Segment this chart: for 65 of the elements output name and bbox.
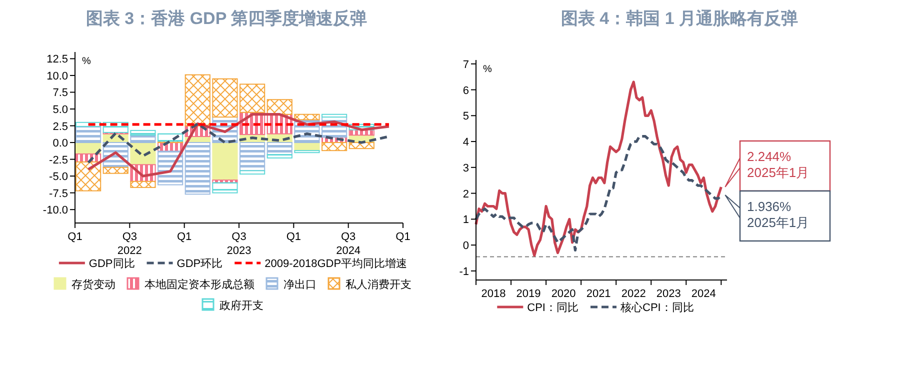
y-tick-label: 4: [462, 136, 469, 149]
y-tick-label: 0.0: [52, 138, 68, 150]
y-tick-label: 0: [462, 240, 469, 252]
legend-label: GDP同比: [88, 257, 135, 270]
line-series: [474, 135, 722, 252]
x-tick-label: Q1: [286, 231, 302, 243]
bar: [212, 182, 238, 194]
x-tick-label: 2020: [551, 288, 576, 300]
x-tick-label: Q3 2023: [226, 231, 252, 257]
legend-label: 核心CPI：同比: [620, 301, 694, 314]
bar: [76, 161, 102, 192]
x-tick-label: Q3 2024: [336, 231, 361, 257]
legend-label: 2009-2018GDP平均同比增速: [264, 257, 408, 270]
y-tick-label: 2.5: [52, 120, 68, 133]
y-tick-label: 1: [462, 214, 469, 226]
legend-label: 私人消费开支: [346, 278, 412, 291]
y-tick-label: -1: [459, 266, 469, 278]
bar: [348, 142, 374, 150]
bar: [212, 142, 238, 181]
line-series: [87, 113, 390, 178]
y-tick-label: 3: [462, 162, 469, 174]
x-tick-label: Q1: [68, 231, 82, 243]
legend-label: 本地固定资本形成总额: [144, 278, 254, 291]
x-tick-label: 2018: [481, 288, 506, 300]
bar: [130, 134, 156, 144]
chart-title: 图表 4：韩国 1 月通胀略有反弹: [560, 9, 798, 28]
bar: [322, 114, 348, 118]
y-tick-label: 5.0: [52, 104, 68, 116]
line-series: [474, 80, 722, 257]
y-tick-label: -2.5: [49, 154, 68, 166]
y-tick-label: 6: [462, 84, 469, 97]
bar: [266, 154, 292, 158]
y-tick-label: 7.5: [52, 87, 68, 100]
y-axis-title: %: [483, 64, 492, 75]
bar: [102, 166, 128, 174]
x-tick-label: Q3 2022: [117, 231, 142, 257]
legend-label: 存货变动: [72, 278, 116, 291]
legend-label: 净出口: [284, 278, 316, 291]
legend-label: GDP环比: [176, 257, 223, 270]
bar: [294, 150, 320, 154]
y-tick-label: -5.0: [49, 171, 68, 184]
x-tick-label: 2024: [691, 288, 716, 300]
y-tick-label: -10.0: [42, 204, 68, 217]
y-tick-label: 5: [462, 110, 469, 123]
x-tick-label: 2021: [586, 288, 611, 300]
y-axis-title: %: [82, 56, 91, 67]
annotation: 1.936% 2025年1月: [747, 198, 810, 230]
x-tick-label: 2023: [656, 288, 681, 300]
annotation: 2.244% 2025年1月: [747, 148, 810, 180]
x-tick-label: 2022: [621, 288, 646, 300]
x-tick-label: 2019: [516, 288, 541, 300]
y-tick-label: -7.5: [49, 188, 68, 200]
bar: [130, 180, 156, 188]
bar: [240, 170, 266, 175]
bar: [322, 142, 348, 152]
y-tick-label: 12.5: [46, 54, 68, 66]
bar: [76, 126, 102, 144]
x-tick-label: Q1: [176, 231, 192, 243]
x-tick-label: Q1: [396, 231, 410, 243]
y-tick-label: 10.0: [46, 70, 68, 82]
chart-title: 图表 3：香港 GDP 第四季度增速反弹: [86, 9, 368, 28]
legend-label: CPI：同比: [527, 301, 578, 314]
y-tick-label: 2: [462, 188, 469, 200]
y-tick-label: 7: [462, 58, 469, 71]
legend-label: 政府开支: [220, 299, 264, 312]
